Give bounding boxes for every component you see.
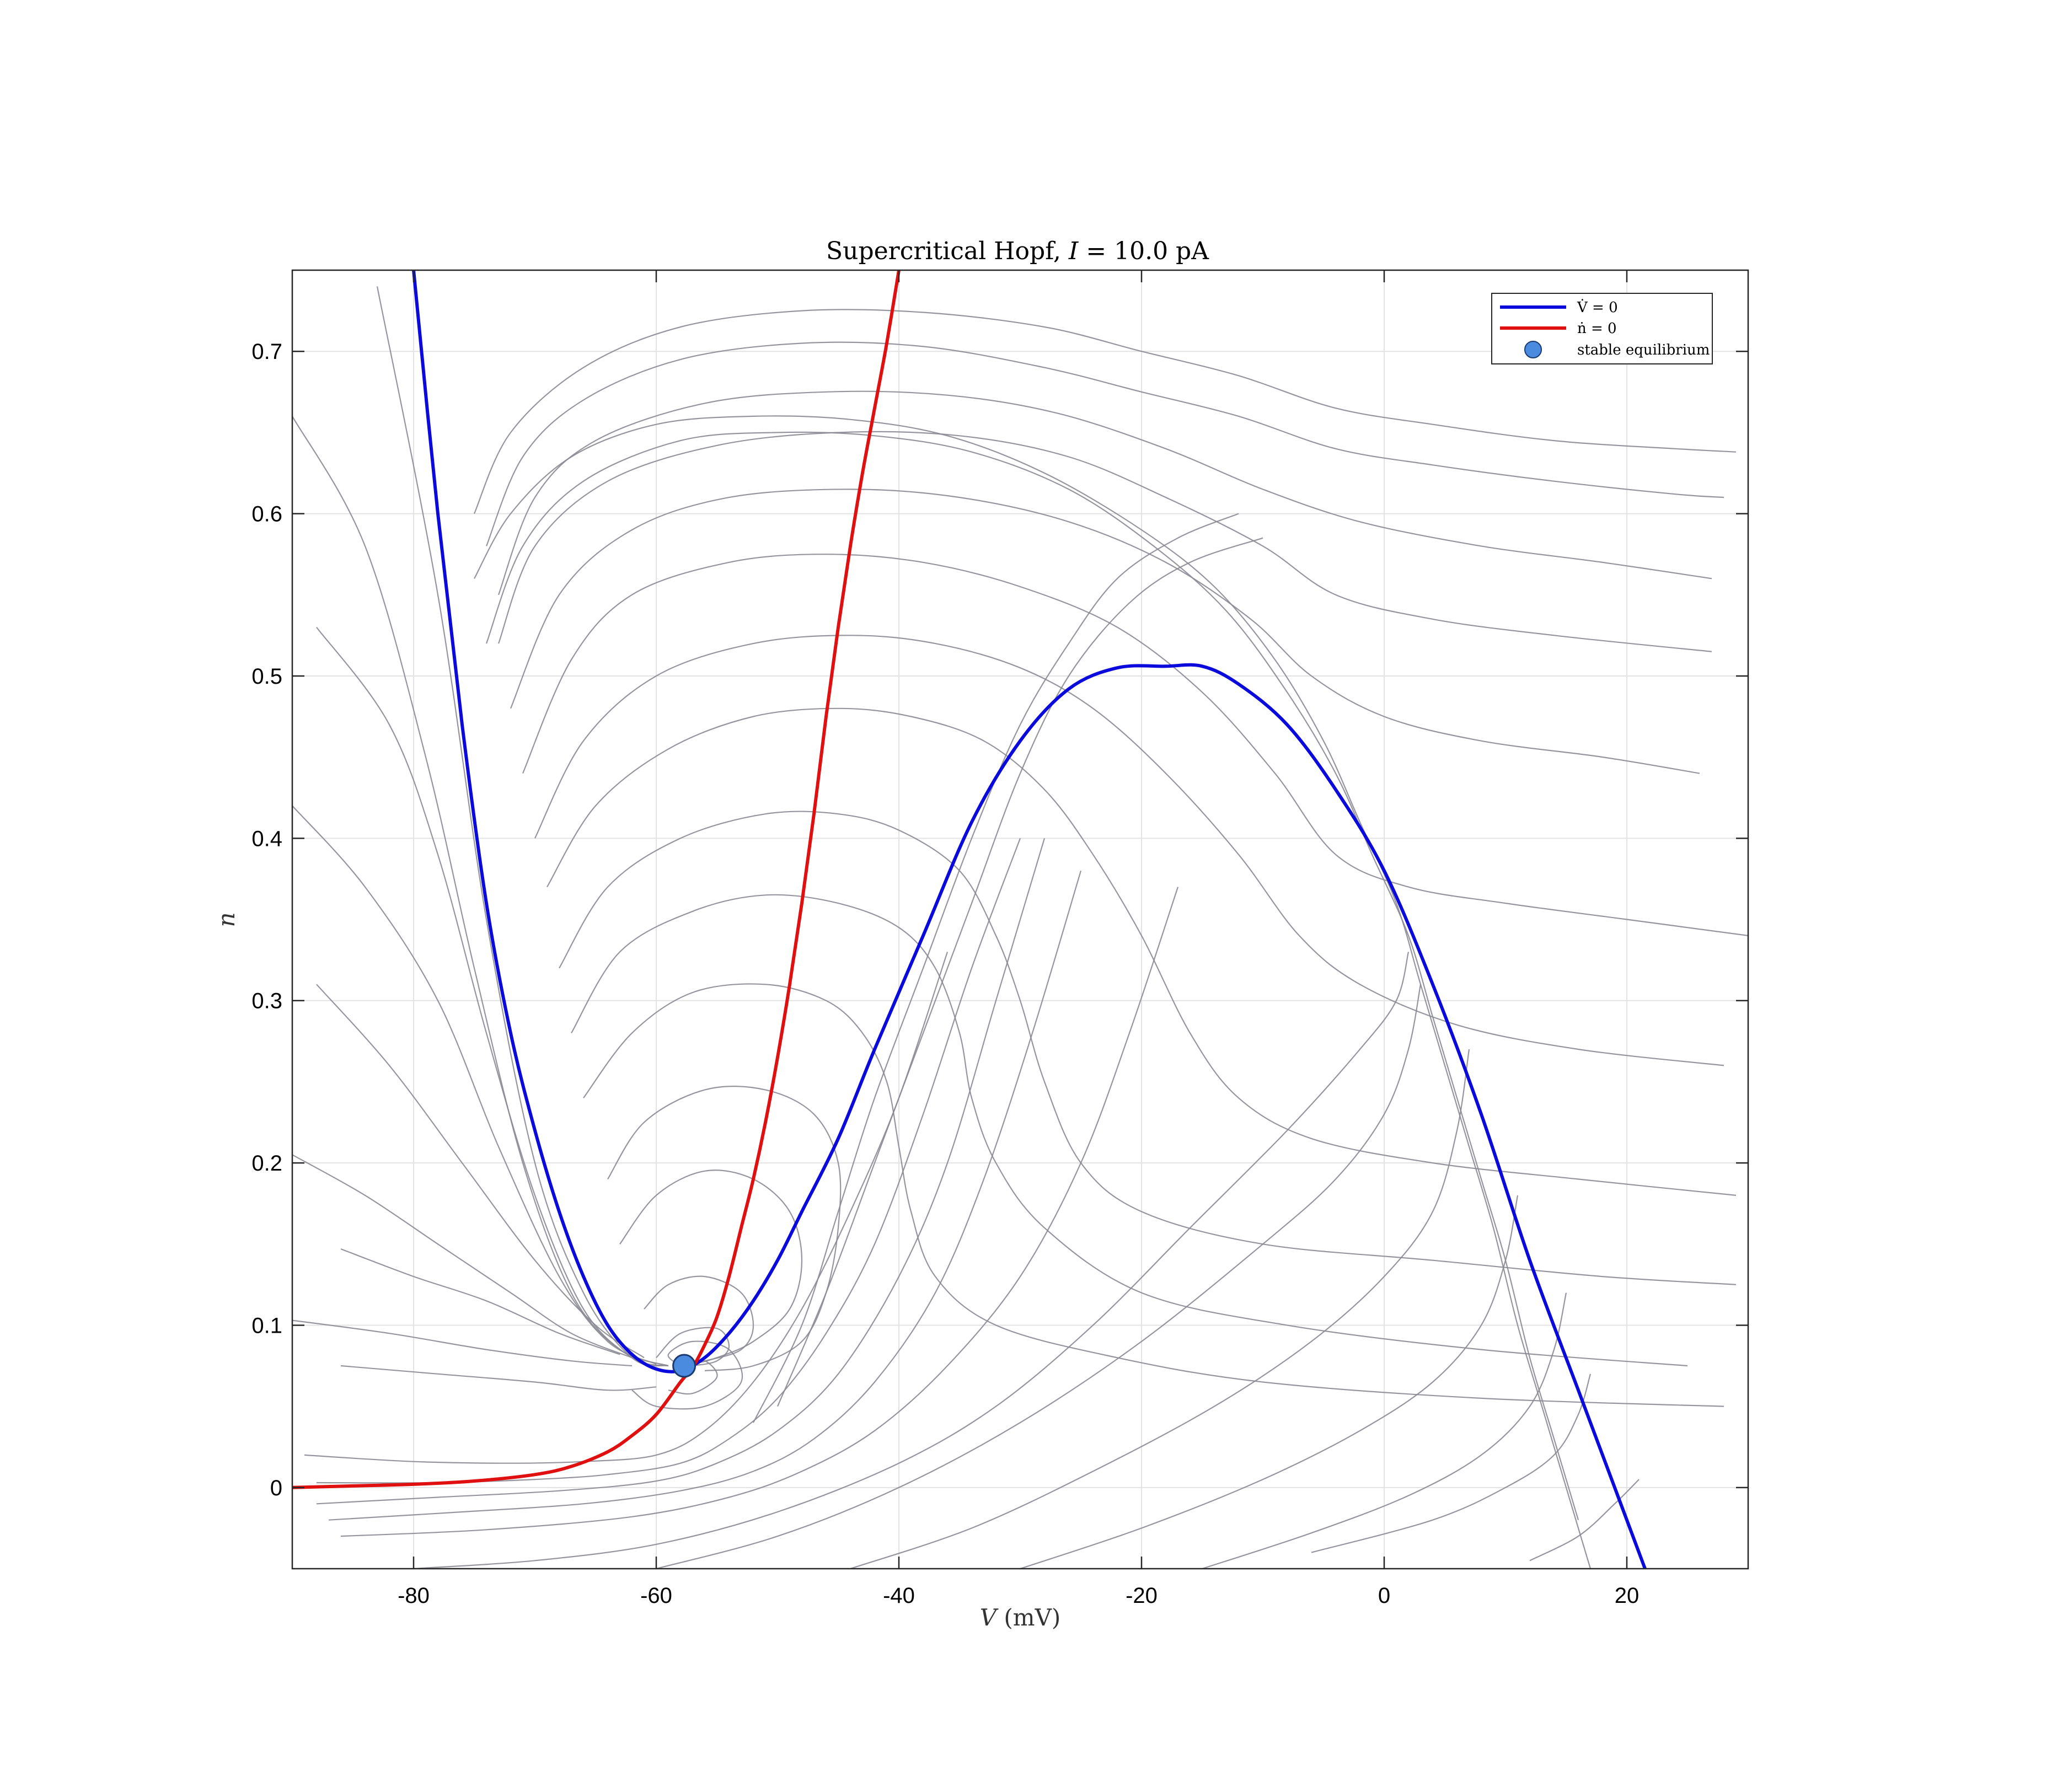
y-tick-label: 0.3 (251, 989, 282, 1013)
streamline (376, 286, 669, 1367)
streamlines (292, 286, 1748, 1569)
streamline (316, 984, 645, 1359)
x-axis-label-unit: (mV) (997, 1604, 1060, 1631)
y-tick-label: 0.5 (251, 664, 282, 689)
x-axis-label: V (mV) (980, 1604, 1061, 1631)
streamline (497, 431, 1712, 652)
streamline (776, 537, 1263, 1407)
streamline (413, 952, 1410, 1569)
v-nullcline (412, 270, 1647, 1569)
y-tick-label: 0.7 (251, 340, 282, 364)
streamline (559, 811, 1737, 1285)
x-tick-label: -40 (883, 1584, 915, 1608)
streamline (1529, 1479, 1640, 1562)
streamline (607, 1086, 842, 1371)
legend-label-v-nullcline: V̇ = 0 (1577, 299, 1618, 316)
streamline (850, 1049, 1470, 1569)
chart-title-value: = 10.0 pA (1078, 237, 1209, 265)
nullclines (292, 270, 1647, 1569)
streamline (522, 554, 1748, 936)
streamline (753, 513, 1239, 1423)
streamline (316, 838, 1046, 1505)
x-tick-label: -60 (640, 1584, 672, 1608)
chart-title-prefix: Supercritical Hopf, (826, 237, 1069, 265)
x-tick-label: 20 (1615, 1584, 1640, 1608)
streamline (583, 983, 1724, 1407)
streamline (292, 805, 657, 1365)
chart-title-variable: I (1068, 237, 1079, 265)
streamline (316, 626, 669, 1367)
streamline (340, 1248, 620, 1355)
streamline (485, 431, 1579, 1521)
x-tick-label: -20 (1126, 1584, 1158, 1608)
axis-ticks (292, 270, 1748, 1569)
streamline (656, 1327, 730, 1367)
y-tick-label: 0 (270, 1476, 282, 1500)
n-nullcline (292, 270, 901, 1489)
streamline (1202, 1292, 1567, 1569)
y-tick-label: 0.4 (251, 827, 282, 851)
y-tick-label: 0.2 (251, 1151, 282, 1176)
x-tick-label: -80 (398, 1584, 430, 1608)
streamline (473, 309, 1737, 514)
legend: V̇ = 0 ṅ = 0 stable equilibrium (1491, 293, 1713, 364)
streamline (292, 1154, 633, 1359)
streamline (328, 870, 1082, 1521)
equilibrium-point (672, 1354, 697, 1378)
legend-label-equilibrium: stable equilibrium (1577, 342, 1710, 358)
y-tick-label: 0.1 (251, 1313, 282, 1338)
streamline (340, 1365, 657, 1391)
x-tick-label: 0 (1378, 1584, 1390, 1608)
streamline (304, 952, 949, 1464)
chart-title: Supercritical Hopf, I = 10.0 pA (826, 237, 1209, 265)
streamline (510, 489, 1700, 774)
streamline (485, 341, 1724, 546)
legend-swatch-equilibrium (1524, 341, 1542, 358)
x-axis-label-variable: V (980, 1604, 999, 1631)
y-axis-label: n (213, 912, 240, 927)
streamline (656, 984, 1422, 1569)
streamline (292, 1319, 633, 1367)
streamline (1020, 1195, 1519, 1569)
streamline (316, 838, 1021, 1484)
streamline (497, 390, 1712, 595)
legend-label-n-nullcline: ṅ = 0 (1577, 320, 1617, 337)
streamline (1311, 1373, 1592, 1553)
tick-labels: -80 -60 -40 -20 0 20 0 0.1 0.2 0.3 0.4 0.5 0.6 0.7 (251, 340, 1639, 1608)
plot-area (292, 270, 1748, 1569)
streamline (547, 707, 1737, 1196)
streamline (571, 894, 1688, 1367)
y-tick-label: 0.6 (251, 502, 282, 527)
streamline (534, 635, 1724, 1066)
streamline (340, 887, 1179, 1537)
axes-frame (291, 269, 1749, 1570)
streamline (474, 415, 1592, 1569)
